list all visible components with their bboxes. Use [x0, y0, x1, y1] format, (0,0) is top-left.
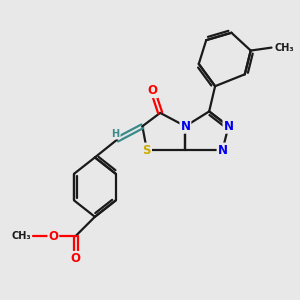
Text: O: O — [48, 230, 58, 243]
Text: S: S — [142, 143, 151, 157]
Text: O: O — [148, 84, 158, 97]
Text: O: O — [70, 252, 81, 265]
Text: CH₃: CH₃ — [11, 231, 31, 241]
Text: N: N — [218, 143, 227, 157]
Text: N: N — [180, 120, 190, 133]
Text: H: H — [112, 129, 120, 139]
Text: N: N — [224, 120, 233, 133]
Text: CH₃: CH₃ — [274, 43, 294, 52]
